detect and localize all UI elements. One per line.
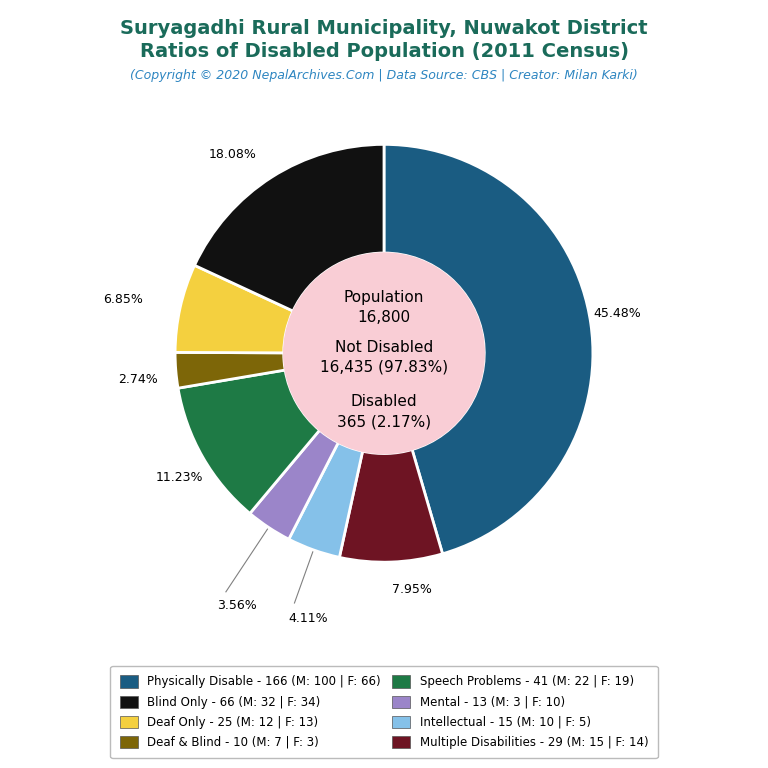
Text: Population
16,800: Population 16,800	[344, 290, 424, 325]
Wedge shape	[194, 144, 384, 311]
Text: Disabled
365 (2.17%): Disabled 365 (2.17%)	[337, 395, 431, 429]
Wedge shape	[175, 265, 293, 353]
Text: Ratios of Disabled Population (2011 Census): Ratios of Disabled Population (2011 Cens…	[140, 42, 628, 61]
Text: 6.85%: 6.85%	[104, 293, 144, 306]
Legend: Physically Disable - 166 (M: 100 | F: 66), Blind Only - 66 (M: 32 | F: 34), Deaf: Physically Disable - 166 (M: 100 | F: 66…	[111, 666, 657, 758]
Circle shape	[283, 253, 485, 454]
Text: 11.23%: 11.23%	[155, 471, 203, 484]
Text: 18.08%: 18.08%	[209, 147, 257, 161]
Wedge shape	[384, 144, 593, 554]
Wedge shape	[175, 353, 285, 388]
Wedge shape	[339, 449, 442, 562]
Text: 4.11%: 4.11%	[289, 612, 329, 625]
Text: 7.95%: 7.95%	[392, 583, 432, 596]
Text: Not Disabled
16,435 (97.83%): Not Disabled 16,435 (97.83%)	[320, 340, 448, 375]
Wedge shape	[178, 370, 319, 514]
Text: 3.56%: 3.56%	[217, 599, 257, 612]
Wedge shape	[289, 442, 362, 558]
Wedge shape	[250, 430, 338, 539]
Text: 2.74%: 2.74%	[118, 373, 158, 386]
Text: (Copyright © 2020 NepalArchives.Com | Data Source: CBS | Creator: Milan Karki): (Copyright © 2020 NepalArchives.Com | Da…	[130, 69, 638, 82]
Text: 45.48%: 45.48%	[594, 307, 641, 319]
Text: Suryagadhi Rural Municipality, Nuwakot District: Suryagadhi Rural Municipality, Nuwakot D…	[120, 19, 648, 38]
